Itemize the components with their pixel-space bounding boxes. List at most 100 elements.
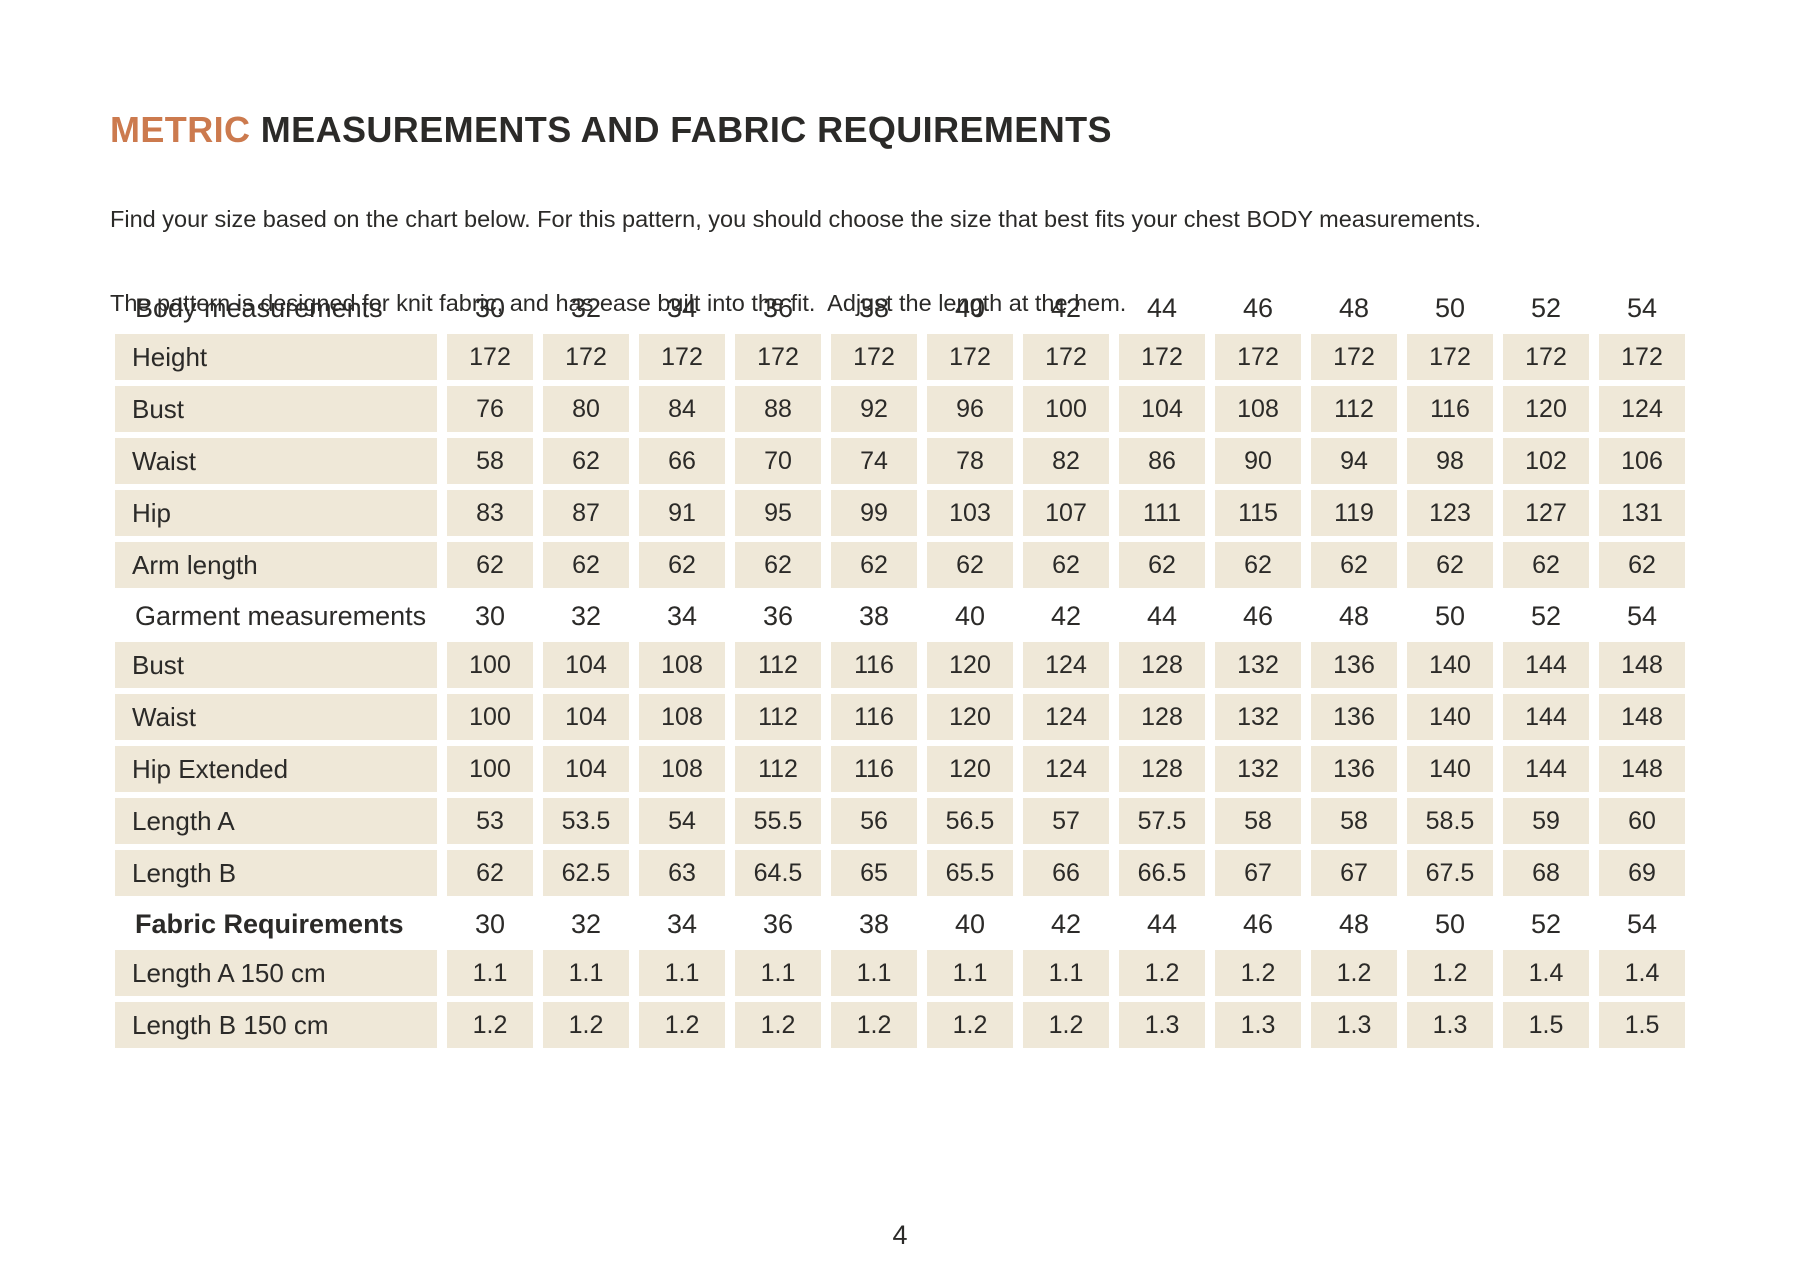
value-cell: 108 bbox=[639, 642, 725, 688]
value-cell: 82 bbox=[1023, 438, 1109, 484]
value-cell: 1.2 bbox=[927, 1002, 1013, 1048]
value-cell: 103 bbox=[927, 490, 1013, 536]
value-cell: 120 bbox=[927, 694, 1013, 740]
table-row: Length B 62 62.5 63 64.5 65 65.5 66 66.5 67 67 67.5… bbox=[115, 850, 1685, 896]
row-label: Waist bbox=[115, 694, 437, 740]
value-cell: 148 bbox=[1599, 746, 1685, 792]
value-cell: 1.2 bbox=[1407, 950, 1493, 996]
size-column-header: 36 bbox=[762, 600, 794, 631]
value-cell: 1.3 bbox=[1407, 1002, 1493, 1048]
value-cell: 1.5 bbox=[1599, 1002, 1685, 1048]
row-label: Hip bbox=[115, 490, 437, 536]
value-cell: 87 bbox=[543, 490, 629, 536]
value-cell: 172 bbox=[1023, 334, 1109, 380]
value-cell: 108 bbox=[639, 746, 725, 792]
value-cell: 59 bbox=[1503, 798, 1589, 844]
value-cell: 66 bbox=[639, 438, 725, 484]
intro-text: Find your size based on the chart below.… bbox=[110, 149, 1710, 373]
value-cell: 124 bbox=[1023, 642, 1109, 688]
value-cell: 172 bbox=[543, 334, 629, 380]
value-cell: 54 bbox=[639, 798, 725, 844]
value-cell: 80 bbox=[543, 386, 629, 432]
section-header-label: Body measurements bbox=[135, 292, 383, 323]
table-row: Length A 150 cm 1.1 1.1 1.1 1.1 1.1 1.1 1.1 1.2 1… bbox=[115, 950, 1685, 996]
value-cell: 62 bbox=[1119, 542, 1205, 588]
value-cell: 62 bbox=[1599, 542, 1685, 588]
section-header-row: Body measurements 30 32 34 36 38 40 42 44 46 48 50 5… bbox=[115, 282, 1685, 334]
page-number: 4 bbox=[892, 1220, 908, 1250]
value-cell: 100 bbox=[1023, 386, 1109, 432]
value-cell: 83 bbox=[447, 490, 533, 536]
size-column-header: 30 bbox=[474, 292, 506, 323]
value-cell: 100 bbox=[447, 642, 533, 688]
size-column-header: 34 bbox=[666, 908, 698, 939]
value-cell: 144 bbox=[1503, 746, 1589, 792]
value-cell: 62 bbox=[543, 542, 629, 588]
table-row: Length B 150 cm 1.2 1.2 1.2 1.2 1.2 1.2 1.2 1.3 1… bbox=[115, 1002, 1685, 1048]
value-cell: 53 bbox=[447, 798, 533, 844]
value-cell: 1.1 bbox=[735, 950, 821, 996]
section-header-row: Garment measurements 30 32 34 36 38 40 42 44 46 48… bbox=[115, 590, 1685, 642]
value-cell: 1.1 bbox=[639, 950, 725, 996]
value-cell: 1.2 bbox=[1311, 950, 1397, 996]
value-cell: 172 bbox=[1599, 334, 1685, 380]
value-cell: 64.5 bbox=[735, 850, 821, 896]
value-cell: 65.5 bbox=[927, 850, 1013, 896]
section-header-label: Fabric Requirements bbox=[135, 908, 404, 939]
value-cell: 112 bbox=[735, 642, 821, 688]
size-table: Body measurements 30 32 34 36 38 40 42 44 46 48 50 5… bbox=[115, 282, 1685, 1048]
value-cell: 92 bbox=[831, 386, 917, 432]
value-cell: 98 bbox=[1407, 438, 1493, 484]
value-cell: 132 bbox=[1215, 694, 1301, 740]
value-cell: 57 bbox=[1023, 798, 1109, 844]
size-column-header: 32 bbox=[570, 292, 602, 323]
value-cell: 62 bbox=[543, 438, 629, 484]
value-cell: 66 bbox=[1023, 850, 1109, 896]
value-cell: 132 bbox=[1215, 746, 1301, 792]
size-column-header: 52 bbox=[1530, 600, 1562, 631]
value-cell: 1.2 bbox=[1023, 1002, 1109, 1048]
size-column-header: 46 bbox=[1242, 600, 1274, 631]
intro-line-1: Find your size based on the chart below.… bbox=[110, 206, 1482, 232]
value-cell: 136 bbox=[1311, 746, 1397, 792]
value-cell: 100 bbox=[447, 694, 533, 740]
size-column-header: 52 bbox=[1530, 292, 1562, 323]
value-cell: 55.5 bbox=[735, 798, 821, 844]
value-cell: 62 bbox=[1023, 542, 1109, 588]
table-row: Length A 53 53.5 54 55.5 56 56.5 57 57.5 58 58 58.5… bbox=[115, 798, 1685, 844]
row-label: Hip Extended bbox=[115, 746, 437, 792]
size-column-header: 44 bbox=[1146, 292, 1178, 323]
value-cell: 1.1 bbox=[831, 950, 917, 996]
value-cell: 136 bbox=[1311, 694, 1397, 740]
value-cell: 65 bbox=[831, 850, 917, 896]
value-cell: 131 bbox=[1599, 490, 1685, 536]
value-cell: 88 bbox=[735, 386, 821, 432]
value-cell: 144 bbox=[1503, 694, 1589, 740]
value-cell: 104 bbox=[543, 642, 629, 688]
value-cell: 112 bbox=[1311, 386, 1397, 432]
table-row: Hip Extended 100 104 108 112 116 120 124 128 132 1… bbox=[115, 746, 1685, 792]
size-column-header: 46 bbox=[1242, 292, 1274, 323]
value-cell: 62 bbox=[927, 542, 1013, 588]
value-cell: 148 bbox=[1599, 642, 1685, 688]
table-row: Bust 76 80 84 88 92 96 100 104 108 112 116 120 124 bbox=[115, 386, 1685, 432]
size-column-header: 54 bbox=[1626, 292, 1658, 323]
value-cell: 56 bbox=[831, 798, 917, 844]
value-cell: 116 bbox=[831, 694, 917, 740]
value-cell: 63 bbox=[639, 850, 725, 896]
value-cell: 124 bbox=[1599, 386, 1685, 432]
size-column-header: 32 bbox=[570, 908, 602, 939]
value-cell: 1.2 bbox=[447, 1002, 533, 1048]
value-cell: 104 bbox=[543, 694, 629, 740]
value-cell: 1.2 bbox=[1119, 950, 1205, 996]
value-cell: 148 bbox=[1599, 694, 1685, 740]
value-cell: 66.5 bbox=[1119, 850, 1205, 896]
row-label: Arm length bbox=[115, 542, 437, 588]
value-cell: 172 bbox=[735, 334, 821, 380]
value-cell: 62 bbox=[1215, 542, 1301, 588]
value-cell: 76 bbox=[447, 386, 533, 432]
row-label: Length B bbox=[115, 850, 437, 896]
row-label: Bust bbox=[115, 386, 437, 432]
row-label: Height bbox=[115, 334, 437, 380]
